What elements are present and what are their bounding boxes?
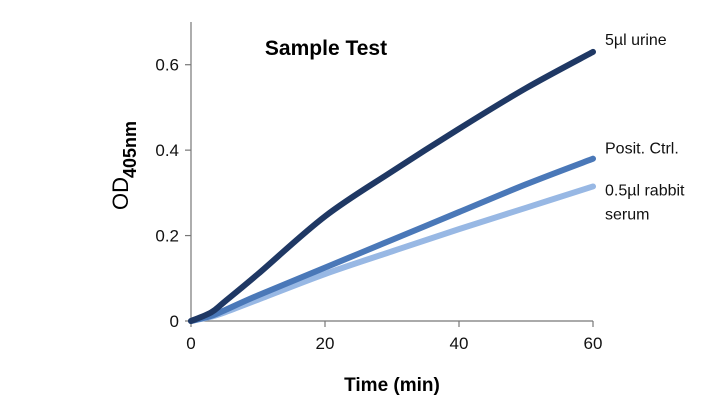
y-tick-label: 0: [170, 312, 179, 331]
y-axis-label: OD 405nm: [108, 121, 140, 210]
y-ticks: 0 0.2 0.4 0.6: [155, 56, 191, 331]
series-labels: 5µl urine Posit. Ctrl. 0.5µl rabbit serum: [605, 32, 685, 224]
x-tick-label: 60: [584, 334, 603, 353]
series-lines: [188, 48, 596, 324]
series-label-0: 5µl urine: [605, 32, 667, 49]
series-label-2: serum: [605, 206, 649, 223]
x-axis-label: Time (min): [344, 375, 440, 396]
x-tick-label: 20: [316, 334, 335, 353]
series-label-1: Posit. Ctrl.: [605, 141, 679, 158]
series-line-0: [188, 48, 596, 324]
y-tick-label: 0.6: [155, 56, 179, 75]
y-tick-label: 0.4: [155, 141, 179, 160]
series-label-2: 0.5µl rabbit: [605, 182, 685, 199]
y-axis-label-main: OD: [108, 177, 133, 210]
x-tick-label: 0: [186, 334, 195, 353]
y-axis-label-subscript: 405nm: [120, 121, 140, 178]
x-tick-label: 40: [450, 334, 469, 353]
axes: [190, 22, 593, 322]
chart-title: Sample Test: [265, 37, 387, 60]
y-tick-label: 0.2: [155, 227, 179, 246]
x-ticks: 0 20 40 60: [186, 321, 602, 353]
series-line-1: [188, 155, 596, 324]
